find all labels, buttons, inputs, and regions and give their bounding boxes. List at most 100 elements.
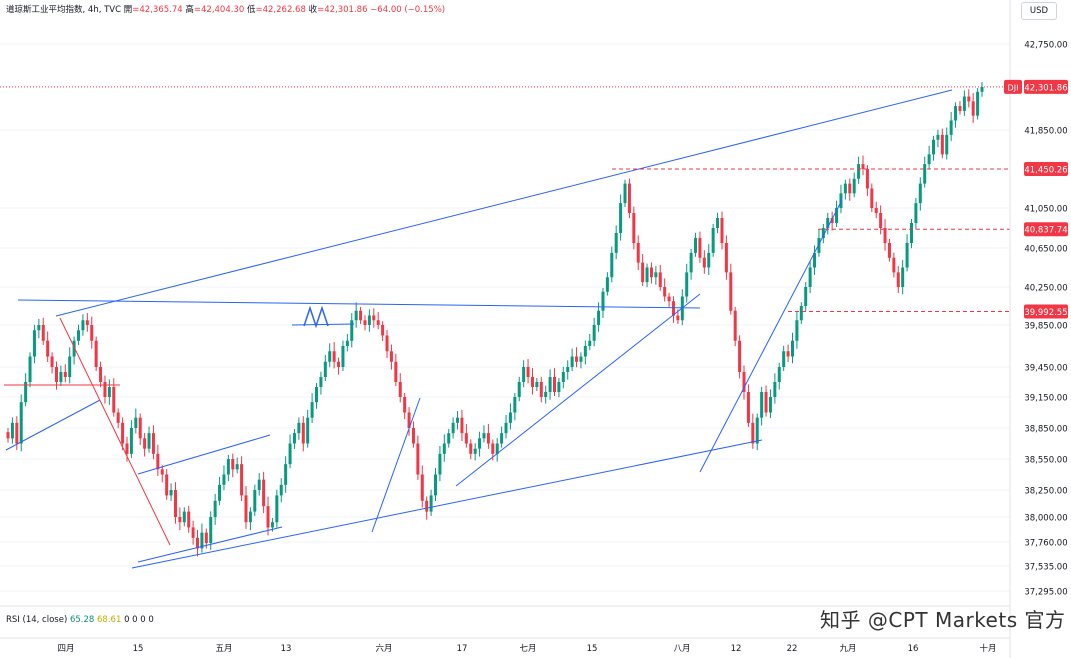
candle-body	[165, 474, 169, 496]
candle-body	[949, 120, 953, 135]
candle-body	[654, 272, 658, 278]
candle-body	[32, 330, 36, 357]
candle-body	[676, 315, 680, 321]
candle-body	[830, 218, 834, 223]
candle-body	[751, 422, 755, 444]
candle-body	[222, 474, 226, 485]
double-top-pattern	[303, 305, 329, 329]
time-tick-label: 22	[787, 644, 798, 654]
close-label: 收	[308, 5, 318, 15]
time-tick-label: 十月	[979, 643, 996, 654]
symbol-header: 道琼斯工业平均指数, 4h, TVC 開=42,365.74 高=42,404.…	[6, 3, 445, 15]
candle-body	[266, 506, 270, 528]
time-tick-label: 17	[457, 644, 468, 654]
price-axis[interactable]: 42,750.00 42,301.86 41,850.00 41,450.26 41,0…	[1004, 41, 1068, 598]
candle-body	[649, 267, 653, 278]
candle-body	[694, 238, 698, 253]
candle-body	[112, 387, 116, 413]
candle-body	[24, 382, 28, 403]
candle-body	[535, 382, 539, 387]
candle-body	[570, 356, 574, 367]
candle-body	[99, 367, 103, 382]
candle-body	[716, 218, 720, 228]
candle-body	[367, 315, 371, 325]
candle-body	[50, 356, 54, 367]
time-tick-label: 五月	[215, 644, 232, 654]
candle-body	[632, 213, 636, 243]
candle-body	[566, 367, 570, 372]
candle-body	[306, 417, 310, 444]
candle-body	[958, 106, 962, 111]
candle-body	[892, 257, 896, 273]
candlesticks	[6, 82, 984, 557]
candle-body	[843, 183, 847, 194]
candle-body	[667, 296, 671, 302]
candle-body	[865, 169, 869, 189]
candle-body	[403, 397, 407, 413]
candle-body	[504, 422, 508, 434]
candle-body	[790, 340, 794, 357]
candle-body	[244, 495, 248, 523]
candle-body	[720, 218, 724, 243]
candle-body	[46, 340, 50, 357]
candle-body	[742, 372, 746, 392]
candle-body	[839, 193, 843, 208]
rsi-indicator-legend[interactable]: RSI (14, close) 65.28 68.61 0 0 0 0	[6, 615, 154, 625]
candle-body	[28, 356, 32, 382]
candle-body	[235, 464, 239, 470]
candle-body	[19, 402, 23, 444]
level-price-tag	[1024, 222, 1068, 237]
trendline	[131, 439, 763, 569]
candle-body	[196, 537, 200, 549]
trendline	[371, 397, 421, 533]
rsi-label: RSI (14, close)	[6, 615, 68, 625]
symbol-tag	[1004, 79, 1022, 94]
candle-body	[530, 377, 534, 387]
candle-body	[354, 310, 358, 321]
symbol-info: 道琼斯工业平均指数, 4h, TVC	[6, 5, 122, 15]
candle-body	[416, 443, 420, 475]
candle-body	[777, 367, 781, 382]
currency-button[interactable]: USD	[1021, 2, 1057, 20]
candle-body	[813, 252, 817, 268]
time-axis[interactable]: 四月 15 五月 13 六月 17 七月 15 八月 12 22 九月 16 十月	[57, 643, 996, 654]
candle-body	[848, 183, 852, 194]
candle-body	[125, 443, 129, 454]
candle-body	[597, 310, 601, 325]
candle-body	[332, 351, 336, 362]
candle-body	[63, 372, 67, 377]
price-tick-label: 39,450.00	[1024, 364, 1067, 374]
candle-body	[804, 287, 808, 306]
candle-body	[954, 106, 958, 121]
candle-body	[870, 188, 874, 208]
candle-body	[575, 356, 579, 362]
candle-body	[967, 96, 971, 102]
candle-body	[398, 382, 402, 397]
candle-body	[297, 422, 301, 434]
candle-body	[178, 517, 182, 523]
candle-body	[601, 291, 605, 311]
candle-body	[918, 183, 922, 204]
low-value: =42,262.68	[255, 5, 306, 15]
candle-body	[107, 387, 111, 397]
time-tick-label: 16	[908, 644, 919, 654]
candle-body	[861, 164, 865, 169]
candle-body	[702, 257, 706, 268]
candle-body	[323, 361, 327, 377]
candle-body	[129, 428, 133, 454]
candle-body	[887, 243, 891, 258]
candle-body	[500, 433, 504, 444]
watermark: 知乎 @CPT Markets 官方	[820, 608, 1066, 632]
candle-body	[552, 377, 556, 392]
candle-body	[980, 87, 984, 92]
candle-body	[808, 267, 812, 287]
candle-body	[301, 422, 305, 444]
candle-body	[548, 377, 552, 392]
candle-body	[434, 474, 438, 496]
candle-body	[209, 517, 213, 544]
candle-body	[226, 459, 230, 475]
candle-body	[288, 443, 292, 465]
candle-body	[738, 340, 742, 372]
price-tick-label: 37,535.00	[1024, 563, 1067, 573]
